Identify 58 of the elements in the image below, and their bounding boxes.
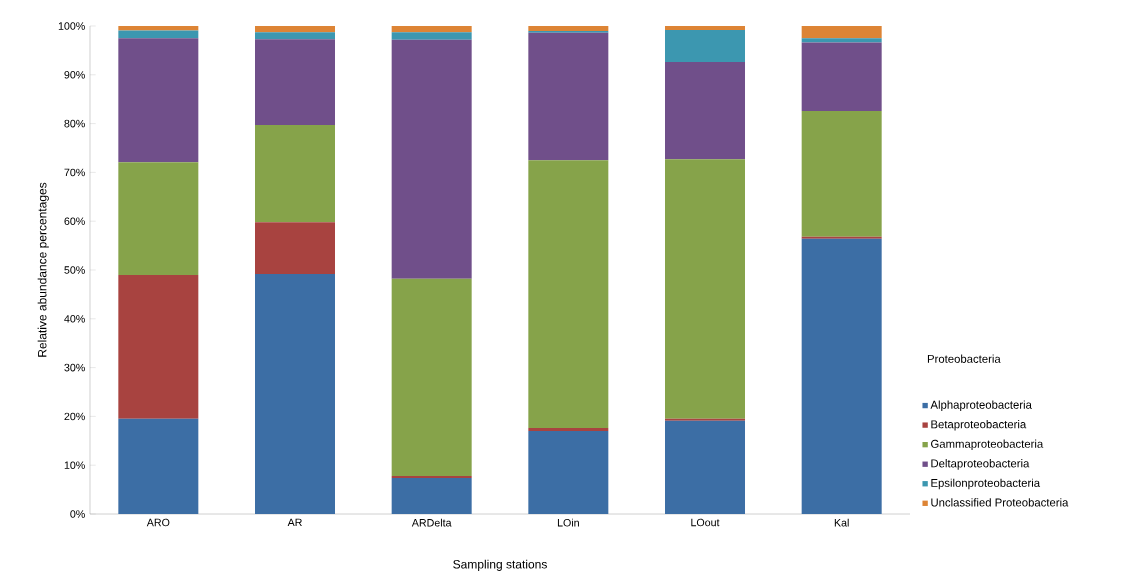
x-tick-label: LOin bbox=[557, 518, 579, 527]
y-tick-label: 50% bbox=[64, 266, 85, 274]
bar bbox=[665, 420, 746, 514]
bar bbox=[118, 162, 199, 275]
y-tick-label: 0% bbox=[70, 510, 85, 518]
x-axis-title: Sampling stations bbox=[453, 559, 547, 571]
bar bbox=[255, 39, 335, 126]
x-tick-label: Kal bbox=[834, 518, 849, 527]
bar bbox=[801, 110, 882, 237]
legend-label: Alphaproteobacteria bbox=[930, 400, 1032, 412]
y-tick-label: 90% bbox=[64, 71, 85, 79]
y-tick-label: 100% bbox=[58, 22, 85, 30]
y-tick-label: 10% bbox=[64, 461, 85, 469]
bar bbox=[665, 26, 746, 30]
bar bbox=[255, 32, 335, 40]
bar bbox=[528, 32, 609, 161]
legend-title: Proteobacteria bbox=[927, 354, 1001, 363]
bar bbox=[665, 29, 746, 63]
y-tick-label: 20% bbox=[64, 412, 85, 421]
bar bbox=[528, 428, 609, 432]
x-tick-label: ARDelta bbox=[411, 518, 452, 527]
y-tick-label: 80% bbox=[64, 119, 85, 128]
bar bbox=[391, 278, 472, 476]
legend-label: Betaproteobacteria bbox=[931, 420, 1027, 431]
x-tick-label: AR bbox=[287, 518, 302, 527]
bar bbox=[118, 418, 199, 514]
bar bbox=[118, 26, 199, 31]
y-tick-label: 70% bbox=[64, 168, 85, 177]
bar bbox=[118, 274, 199, 419]
y-tick-label: 30% bbox=[64, 363, 85, 372]
legend-label: Epsilonproteobacteria bbox=[931, 478, 1041, 490]
bar bbox=[801, 42, 882, 111]
bar bbox=[801, 26, 882, 39]
bar bbox=[255, 125, 335, 223]
legend-label: Unclassified Proteobacteria bbox=[931, 498, 1069, 507]
bar bbox=[255, 222, 335, 274]
bar bbox=[665, 159, 746, 419]
bar bbox=[118, 38, 199, 163]
bar bbox=[528, 431, 609, 514]
y-tick-label: 40% bbox=[64, 315, 85, 323]
bar bbox=[391, 477, 472, 514]
y-tick-label: 60% bbox=[64, 217, 85, 225]
bar bbox=[528, 160, 609, 429]
bar bbox=[391, 32, 472, 40]
x-tick-label: ARO bbox=[146, 518, 170, 527]
bar bbox=[255, 273, 335, 514]
legend-label: Deltaproteobacteria bbox=[931, 459, 1030, 470]
bar bbox=[801, 38, 882, 43]
bar bbox=[391, 39, 472, 279]
bar bbox=[528, 26, 609, 31]
y-axis-title: Relative abundance percentages bbox=[37, 182, 49, 357]
legend-label: Gammaproteobacteria bbox=[931, 439, 1044, 451]
bar bbox=[665, 62, 746, 160]
x-tick-label: LOout bbox=[691, 518, 720, 527]
bar bbox=[255, 26, 335, 33]
bar bbox=[801, 238, 882, 514]
bar bbox=[118, 30, 199, 39]
bar bbox=[391, 26, 472, 33]
